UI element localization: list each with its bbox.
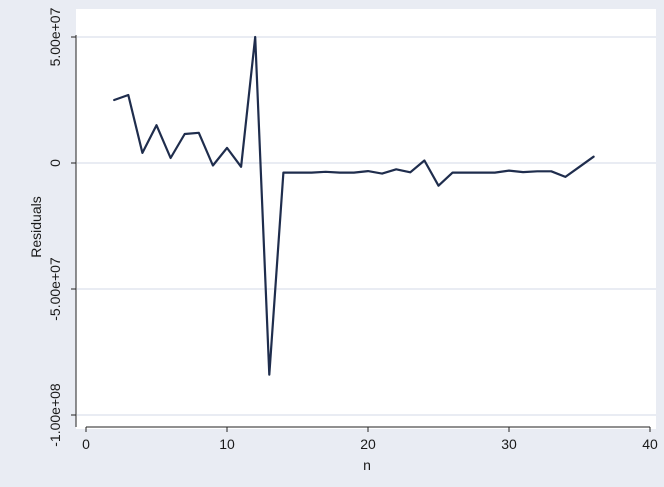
x-tick-label: 0 [82, 436, 90, 452]
y-tick-label: 5.00e+07 [47, 7, 63, 66]
x-tick-label: 40 [642, 436, 658, 452]
y-tick-label: 0 [47, 159, 63, 167]
residuals-series-line [113, 35, 595, 376]
labels: n Residuals [28, 196, 371, 473]
y-tick-label: -1.00e+08 [47, 383, 63, 447]
x-tick-label: 10 [219, 436, 235, 452]
gridlines [77, 36, 656, 416]
series-layer [113, 35, 595, 376]
axes: 5.00e+07 0 -5.00e+07 -1.00e+08 0 10 20 30 40 [47, 7, 658, 452]
x-tick-label: 20 [360, 436, 376, 452]
x-axis-label: n [363, 457, 371, 473]
x-tick-label: 30 [501, 436, 517, 452]
y-tick-label: -5.00e+07 [47, 257, 63, 321]
plot-area [76, 9, 656, 429]
y-axis-label: Residuals [28, 196, 44, 257]
